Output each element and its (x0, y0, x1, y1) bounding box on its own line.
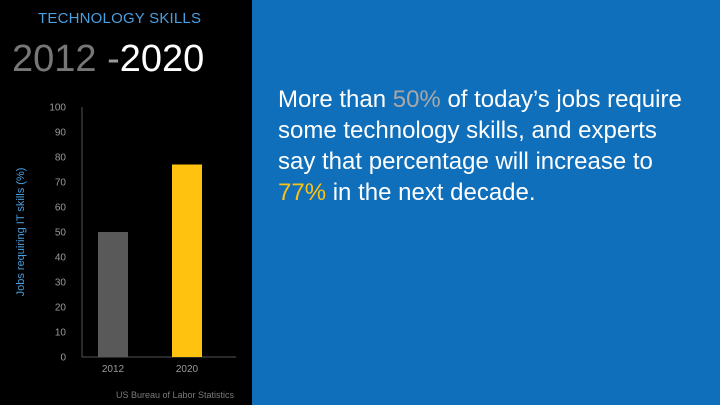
body-text: More than 50% of today’s jobs require so… (278, 84, 698, 208)
bar-2020 (172, 164, 202, 357)
highlight-2020-percent: 77% (278, 179, 327, 206)
y-tick-label-60: 60 (55, 203, 67, 214)
body-text-part1: More than (278, 86, 393, 113)
y-axis-title: Jobs requiring IT skills (%) (15, 168, 27, 297)
text-panel (252, 0, 720, 405)
y-tick-label-70: 70 (55, 178, 67, 189)
y-tick-label-10: 10 (55, 328, 67, 339)
x-tick-label-2020: 2020 (176, 364, 199, 375)
years-heading: 2012 -2020 (12, 36, 204, 82)
bar-chart: 0 10 20 30 40 50 60 70 80 90 100 2012 2020 Jobs requi… (15, 103, 236, 375)
y-tick-label-80: 80 (55, 153, 67, 164)
y-tick-label-0: 0 (60, 353, 66, 364)
y-tick-label-50: 50 (55, 228, 67, 239)
year-start: 2012 (12, 38, 97, 80)
slide-title: TECHNOLOGY SKILLS (38, 10, 202, 27)
y-tick-label-100: 100 (49, 103, 66, 114)
body-text-part2: of today’s jobs require some technology … (278, 86, 682, 175)
chart-panel: TECHNOLOGY SKILLS 2012 -2020 0 10 20 30 40 50… (0, 0, 252, 405)
year-end: 2020 (119, 38, 205, 80)
highlight-2012-percent: 50% (392, 86, 441, 113)
x-tick-label-2012: 2012 (102, 364, 125, 375)
y-tick-label-20: 20 (55, 303, 67, 314)
year-dash: - (96, 38, 120, 80)
y-tick-label-90: 90 (55, 128, 67, 139)
source-note: US Bureau of Labor Statistics (116, 390, 235, 400)
y-tick-label-40: 40 (55, 253, 67, 264)
body-text-part3: in the next decade. (326, 179, 536, 206)
bar-2012 (98, 232, 128, 357)
y-tick-label-30: 30 (55, 278, 67, 289)
